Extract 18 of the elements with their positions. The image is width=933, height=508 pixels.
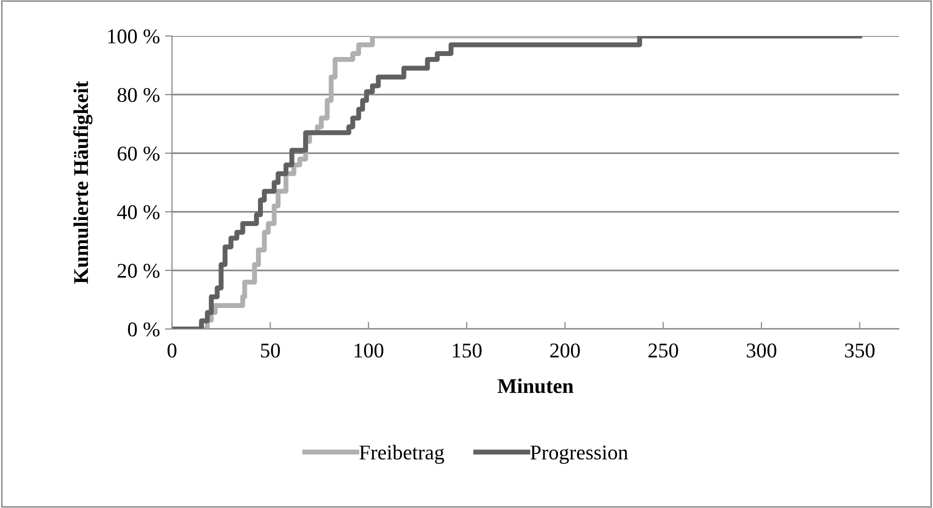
legend-label: Freibetrag bbox=[359, 444, 444, 464]
x-tick-label: 250 bbox=[648, 343, 678, 358]
y-tick-label: 0 % bbox=[128, 322, 160, 336]
y-tick-label: 100 % bbox=[108, 29, 160, 44]
y-axis-title: Kumulierte Häufigkeit bbox=[73, 81, 92, 284]
x-tick-label: 100 bbox=[354, 343, 384, 358]
y-tick-label: 60 % bbox=[118, 146, 160, 161]
x-tick-label: 150 bbox=[452, 343, 482, 358]
x-tick-label: 300 bbox=[746, 343, 776, 358]
x-tick-label: 50 bbox=[261, 343, 280, 358]
x-tick-label: 350 bbox=[845, 343, 875, 358]
legend-label: Progression bbox=[530, 446, 628, 464]
x-tick-label: 200 bbox=[550, 343, 580, 358]
y-tick-label: 80 % bbox=[118, 88, 160, 102]
y-tick-label: 20 % bbox=[118, 264, 160, 278]
y-tick-label: 40 % bbox=[117, 205, 160, 220]
x-tick-label: 0 bbox=[168, 343, 176, 358]
x-axis-title: Minuten bbox=[498, 378, 574, 394]
